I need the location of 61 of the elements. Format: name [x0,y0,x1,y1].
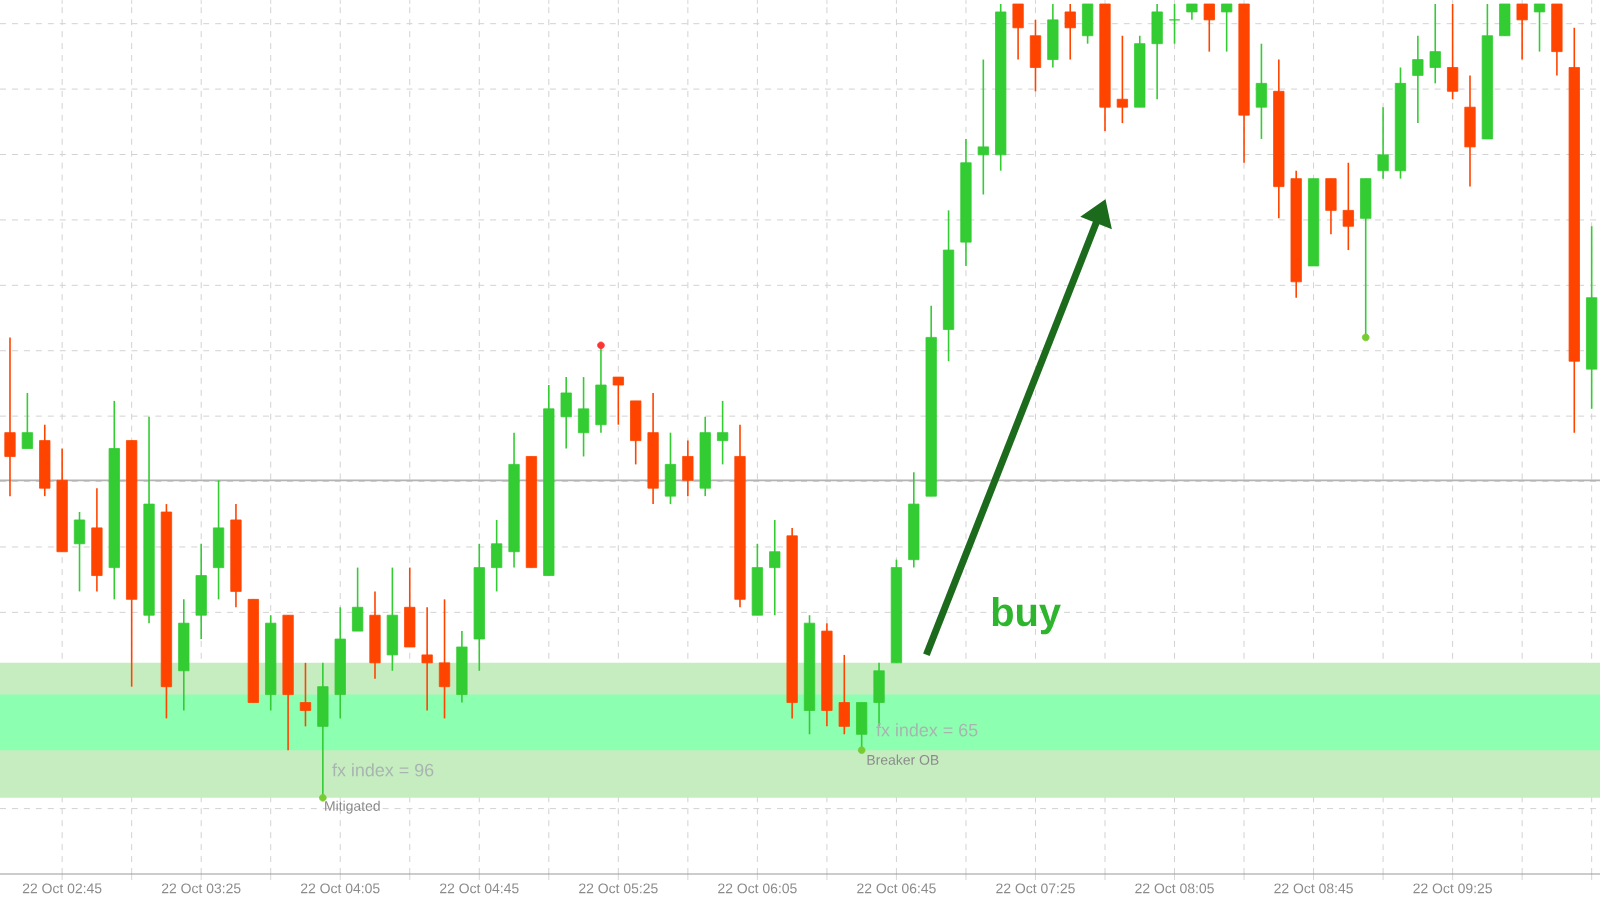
candlestick [73,511,86,593]
candlestick [977,58,989,196]
candlestick [195,542,207,640]
candlestick [491,519,503,593]
candlestick [1377,106,1389,180]
candlestick [1047,3,1059,69]
annotation: fx index = 96 [332,763,434,777]
candlestick [1412,34,1424,124]
candlestick [4,336,16,497]
candlestick [630,400,642,466]
candlestick [717,400,729,466]
candlestick [39,423,51,497]
candlestick [386,566,398,672]
candlestick [1151,3,1163,101]
point [319,794,327,802]
candlestick [1516,3,1528,61]
candlestick [1342,161,1354,251]
candlestick [1029,19,1042,93]
candlestick [1255,42,1268,140]
candlestick [178,598,190,712]
candlestick [682,439,694,497]
candlestick [212,479,225,601]
candlestick [1082,3,1094,45]
candlestick [1116,34,1128,124]
candlestick [352,566,364,632]
point [1361,333,1370,342]
candlestick [21,392,33,450]
candlestick [91,487,103,593]
candlestick [1221,3,1233,53]
candlestick [1464,74,1476,188]
candlestick [1168,3,1181,45]
candlestick [560,376,572,450]
candlestick [1064,3,1076,61]
candlestick [751,542,763,617]
candlestick [1551,3,1563,77]
candlestick [856,701,868,751]
candlestick [299,662,312,728]
candlestick [317,662,329,799]
annotation: buy [992,597,1061,635]
candlestick [456,630,468,704]
annotation: fx index = 65 [876,723,978,737]
candlestick [838,654,850,736]
candlestick [1533,3,1546,53]
point [857,746,866,754]
candlestick [769,519,781,617]
candlestick [1325,177,1337,235]
candlestick [438,598,451,720]
candlestick [1447,3,1459,101]
candlestick [664,431,677,505]
candlestick [595,344,607,434]
candlestick [1203,3,1215,53]
candlestick [369,590,381,680]
candlestick [1429,3,1441,85]
candlestick [577,376,590,458]
candlestick [1012,3,1024,61]
candlestick [612,376,624,426]
point [597,341,605,350]
candlestick [1360,177,1372,339]
candlestick [404,566,416,648]
candlestick [421,606,433,712]
candlestick [1499,3,1511,37]
